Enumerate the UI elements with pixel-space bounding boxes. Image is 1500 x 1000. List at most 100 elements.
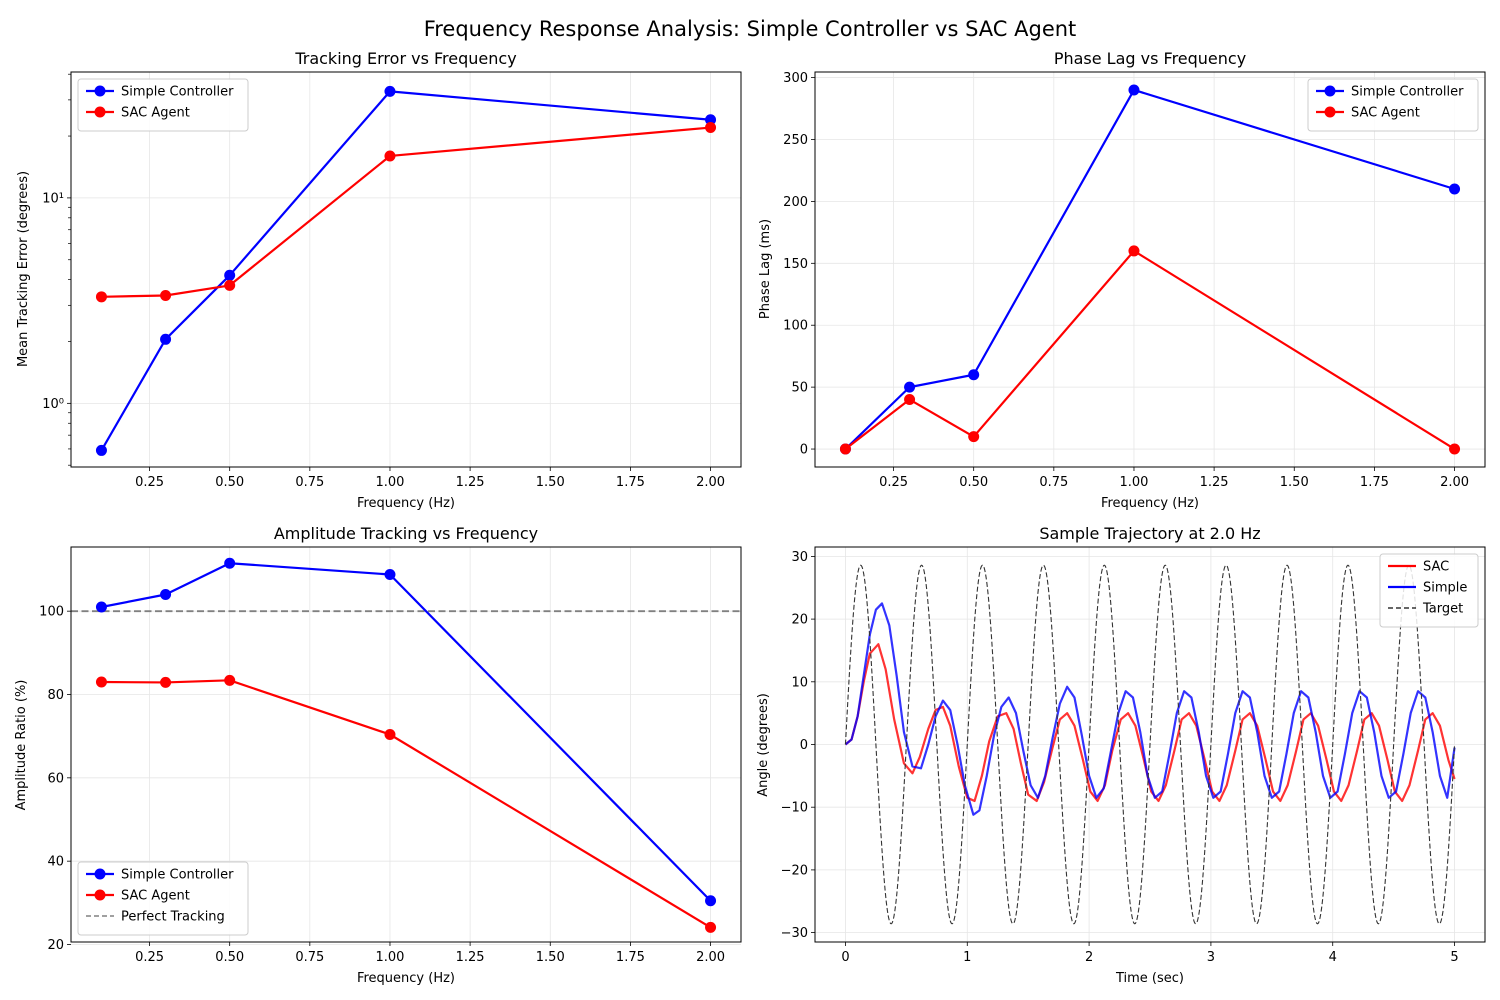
- legend-marker: [94, 868, 106, 880]
- target-series-line: [844, 564, 1456, 925]
- simple-controller-series-line: [100, 90, 711, 451]
- legend-marker: [1324, 85, 1336, 97]
- simple-controller-data-point: [95, 601, 107, 613]
- sac-agent-series-line: [844, 249, 1456, 450]
- plot-area: [95, 85, 717, 456]
- panel-title: Sample Trajectory at 2.0 Hz: [1039, 524, 1260, 543]
- plot-area: [839, 84, 1461, 455]
- x-tick-label: 1.00: [1119, 475, 1148, 490]
- x-tick-label: 1.50: [536, 475, 565, 490]
- axes-frame: [70, 546, 742, 943]
- x-tick-label: 0.25: [135, 950, 164, 965]
- x-tick-label: 1: [963, 950, 971, 965]
- simple-controller-data-point: [1128, 84, 1140, 96]
- y-tick-label: 200: [783, 195, 808, 210]
- legend-label: SAC: [1423, 560, 1449, 575]
- y-axis-label: Angle (degrees): [756, 693, 771, 797]
- tracking-error-panel: Tracking Error vs Frequency Frequency (H…: [16, 49, 742, 511]
- x-tick-label: 0.50: [215, 950, 244, 965]
- legend-marker: [94, 889, 106, 901]
- y-axis-label: Amplitude Ratio (%): [14, 680, 29, 811]
- panel-title: Phase Lag vs Frequency: [1054, 49, 1246, 68]
- x-tick-label: 1.50: [536, 950, 565, 965]
- panel-title: Tracking Error vs Frequency: [294, 49, 516, 68]
- sac-agent-data-point: [1128, 245, 1140, 257]
- sac-agent-data-point: [384, 729, 396, 740]
- y-tick-label: 60: [47, 771, 64, 786]
- y-tick-label: −30: [781, 926, 808, 941]
- y-tick-label: 10: [791, 675, 808, 690]
- x-tick-label: 0.50: [215, 475, 244, 490]
- y-tick-label: −10: [781, 801, 808, 816]
- x-tick-label: 2: [1085, 950, 1093, 965]
- x-tick-label: 2.00: [1440, 475, 1469, 490]
- x-axis-label: Frequency (Hz): [357, 971, 455, 986]
- legend-box: [77, 861, 249, 936]
- x-tick-label: 1.25: [456, 475, 485, 490]
- x-tick-label: 0.75: [1039, 475, 1068, 490]
- x-tick-label: 1.50: [1280, 475, 1309, 490]
- plot-area: [844, 564, 1456, 925]
- simple-controller-data-point: [224, 269, 236, 281]
- sac-agent-data-point: [95, 676, 107, 688]
- y-tick-label: 50: [791, 381, 808, 396]
- y-tick-label: −20: [781, 863, 808, 878]
- legend-marker: [1324, 106, 1336, 118]
- legend-label: SAC Agent: [121, 889, 190, 904]
- legend: SAC Simple Target: [1379, 553, 1479, 628]
- simple-series-line: [844, 602, 1456, 816]
- simple-controller-data-point: [224, 557, 236, 569]
- y-tick-label: 20: [47, 938, 64, 953]
- x-axis-label: Frequency (Hz): [357, 496, 455, 511]
- y-axis-label: Phase Lag (ms): [758, 219, 773, 319]
- y-tick-label: 0: [800, 738, 808, 753]
- x-tick-label: 0.50: [959, 475, 988, 490]
- x-axis-label: Time (sec): [1115, 971, 1184, 986]
- simple-controller-data-point: [160, 333, 172, 345]
- simple-controller-data-point: [968, 369, 980, 381]
- figure-title: Frequency Response Analysis: Simple Cont…: [424, 17, 1077, 41]
- legend-marker: [94, 85, 106, 97]
- y-tick-label: 0: [800, 443, 808, 458]
- y-tick-label: 300: [783, 71, 808, 86]
- sac-agent-data-point: [224, 279, 236, 291]
- sac-agent-data-point: [904, 394, 916, 406]
- simple-controller-data-point: [384, 569, 396, 580]
- legend: Simple Controller SAC Agent: [77, 78, 249, 132]
- sac-agent-data-point: [1449, 443, 1461, 455]
- simple-controller-data-point: [160, 589, 172, 600]
- sac-agent-series-line: [101, 126, 711, 298]
- sac-series-line: [844, 643, 1456, 803]
- simple-controller-series-line: [101, 562, 712, 902]
- x-tick-label: 0.25: [135, 475, 164, 490]
- legend-box: [77, 78, 249, 132]
- sac-agent-data-point: [384, 150, 396, 162]
- amplitude-tracking-panel: Amplitude Tracking vs Frequency Frequenc…: [14, 524, 742, 986]
- x-tick-label: 0.75: [295, 475, 324, 490]
- legend-label: Target: [1422, 602, 1463, 617]
- sac-agent-data-point: [160, 676, 172, 688]
- panel-title: Amplitude Tracking vs Frequency: [274, 524, 538, 543]
- x-tick-label: 0.75: [295, 950, 324, 965]
- x-tick-label: 5: [1450, 950, 1458, 965]
- simple-controller-data-point: [384, 85, 396, 97]
- legend-label: SAC Agent: [121, 106, 190, 121]
- x-tick-label: 1.75: [616, 950, 645, 965]
- simple-controller-data-point: [705, 114, 717, 126]
- legend: Simple Controller SAC Agent: [1307, 78, 1479, 132]
- x-tick-label: 3: [1207, 950, 1215, 965]
- x-tick-label: 1.25: [456, 950, 485, 965]
- x-tick-label: 2.00: [696, 475, 725, 490]
- simple-controller-data-point: [95, 444, 107, 456]
- y-tick-label: 250: [783, 133, 808, 148]
- y-tick-label: 40: [47, 855, 64, 870]
- sac-agent-data-point: [968, 431, 980, 443]
- x-tick-label: 4: [1329, 950, 1337, 965]
- sac-agent-data-point: [95, 291, 107, 303]
- y-tick-label: 100: [39, 605, 64, 620]
- x-tick-label: 1.75: [1360, 475, 1389, 490]
- simple-controller-data-point: [705, 895, 717, 907]
- sac-agent-data-point: [705, 122, 717, 134]
- x-tick-label: 1.00: [375, 950, 404, 965]
- y-tick-label: 100: [783, 319, 808, 334]
